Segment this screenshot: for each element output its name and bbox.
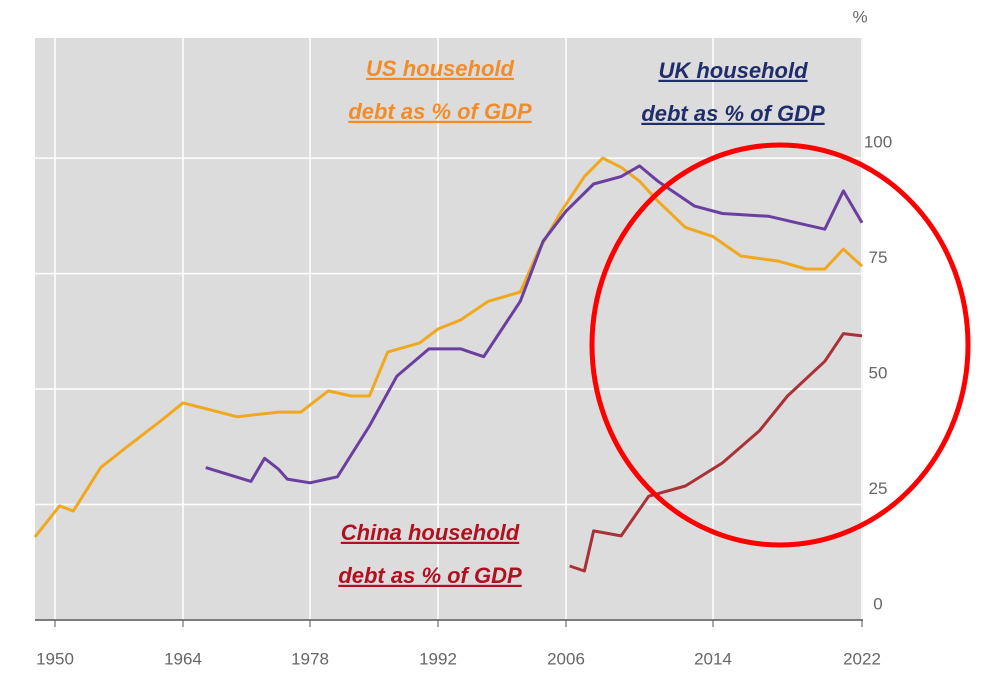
x-tick-label: 2014 [694,649,732,668]
annotation: China household [341,520,520,545]
x-tick-label: 2006 [547,649,585,668]
annotation: debt as % of GDP [348,99,532,124]
series-line [205,164,864,485]
y-tick-label: 75 [869,248,888,267]
x-tick-label: 1978 [291,649,329,668]
y-tick-label: 0 [873,594,882,613]
annotation: debt as % of GDP [338,563,522,588]
y-tick-label: 25 [869,479,888,498]
series-line [33,156,864,538]
x-tick-label: 1964 [164,649,202,668]
annotation: US household [366,56,514,81]
unit-label: % [852,7,867,26]
annotation: debt as % of GDP [641,101,825,126]
x-tick-label: 1950 [36,649,74,668]
y-tick-label: 100 [864,133,892,152]
highlight-circle [589,142,971,548]
y-tick-label: 50 [869,364,888,383]
series-line [569,332,863,573]
plot-area [35,38,863,620]
x-tick-label: 1992 [419,649,457,668]
annotation: UK household [658,58,808,83]
x-tick-label: 2022 [843,649,881,668]
